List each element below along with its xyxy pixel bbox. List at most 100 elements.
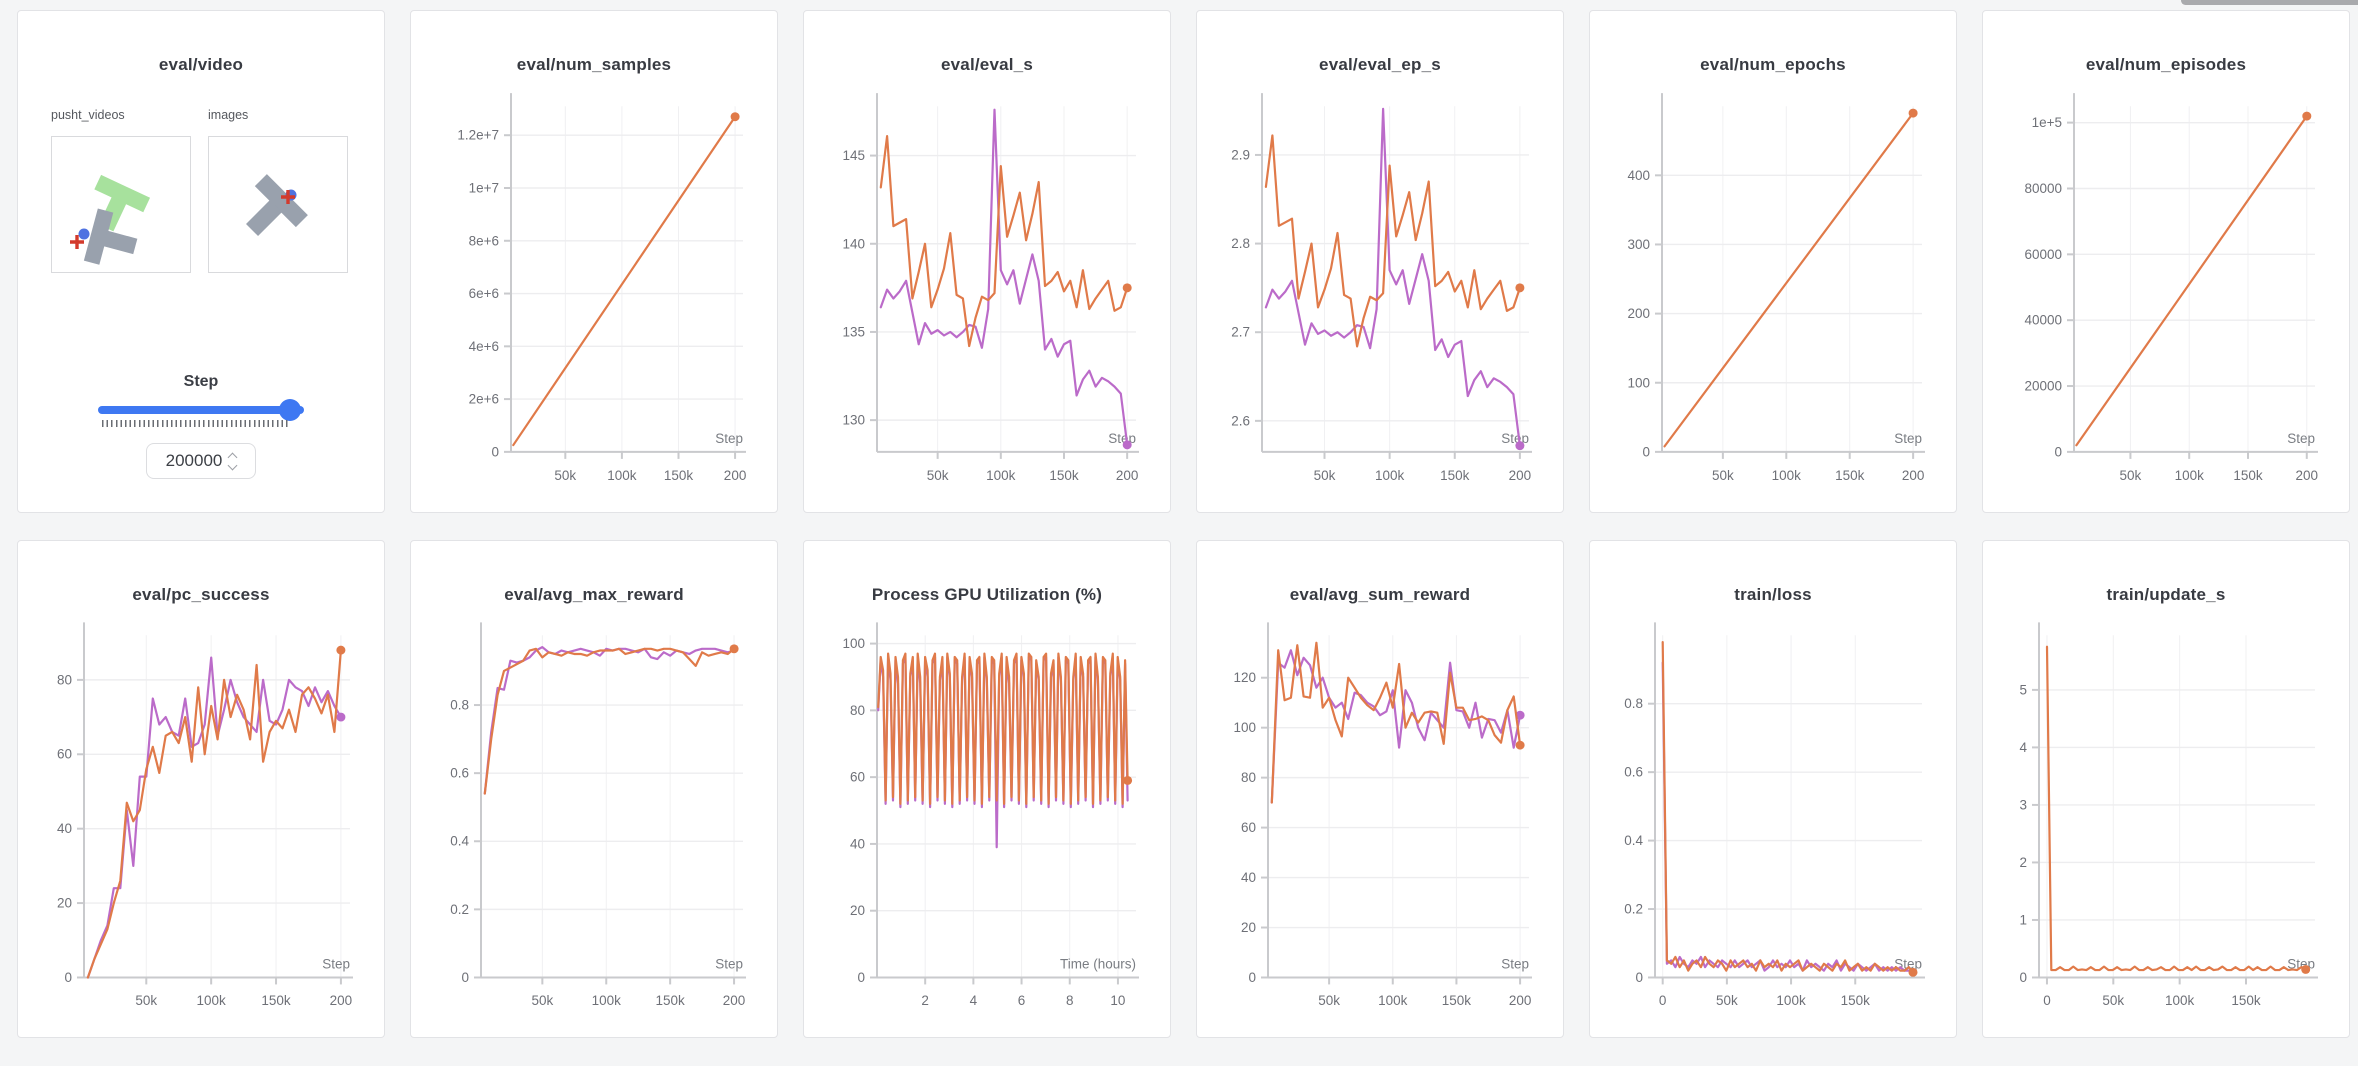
x-tick-label: 200 bbox=[723, 993, 746, 1008]
series-line-orange bbox=[1270, 641, 1522, 804]
x-tick-label: 50k bbox=[1712, 468, 1734, 483]
step-spinner[interactable] bbox=[227, 452, 238, 470]
series-end-dot-orange bbox=[1908, 108, 1918, 118]
y-tick-label: 300 bbox=[1627, 237, 1650, 252]
thumbnail-label-images: images bbox=[208, 108, 249, 122]
y-tick-label: 0 bbox=[2019, 970, 2027, 985]
horizontal-scrollbar-remnant[interactable] bbox=[2181, 0, 2358, 5]
spinner-down-icon[interactable] bbox=[227, 460, 238, 470]
chart-panel-eval-num-episodes[interactable]: 0 20000 40000 60000 80000 1e+5 50k 100k 150k 200 S… bbox=[1982, 10, 2350, 513]
chart-title: eval/eval_s bbox=[940, 55, 1033, 74]
line-chart: 130 135 140 145 50k 100k 150k 200 Step bbox=[842, 93, 1139, 483]
y-tick-label: 80000 bbox=[2024, 181, 2062, 196]
x-tick-label: 50k bbox=[1314, 468, 1336, 483]
x-tick-label: 150k bbox=[1442, 993, 1472, 1008]
panel-grid: eval/video pusht_videos images bbox=[17, 10, 2350, 1038]
chart-title: Process GPU Utilization (%) bbox=[871, 585, 1103, 604]
chart-panel-eval-num-epochs[interactable]: 0 100 200 300 400 50k 100k 150k 200 Step eval/num… bbox=[1589, 10, 1957, 513]
y-tick-label: 0 bbox=[1635, 970, 1643, 985]
series-line-orange bbox=[512, 115, 737, 447]
panel-eval-video[interactable]: eval/video pusht_videos images bbox=[17, 10, 385, 513]
y-tick-label: 80 bbox=[850, 703, 865, 718]
series-line-orange bbox=[1661, 640, 1915, 974]
x-tick-label: 0 bbox=[1659, 993, 1667, 1008]
y-tick-label: 0.4 bbox=[1624, 833, 1643, 848]
y-tick-label: 2 bbox=[2019, 855, 2027, 870]
chart-panel-process-gpu-utilization[interactable]: 0 20 40 60 80 100 2 4 6 8 10 Time (hours) Process G… bbox=[803, 540, 1171, 1038]
step-slider-ruler bbox=[102, 420, 290, 427]
y-tick-label: 0 bbox=[1248, 970, 1256, 985]
x-axis-title: Step bbox=[1501, 957, 1529, 972]
line-chart: 0 100 200 300 400 50k 100k 150k 200 Step bbox=[1627, 93, 1925, 483]
series-end-dot-orange bbox=[730, 112, 740, 122]
x-axis-title: Step bbox=[2287, 431, 2315, 446]
x-tick-label: 200 bbox=[1509, 468, 1532, 483]
step-number-input[interactable]: 200000 bbox=[146, 443, 256, 479]
pusht-block-t-shape bbox=[83, 208, 138, 265]
series-line-orange bbox=[1264, 134, 1521, 348]
y-tick-label: 40 bbox=[850, 836, 865, 851]
chart-panel-eval-eval-ep-s[interactable]: 2.6 2.7 2.8 2.9 50k 100k 150k 200 Step eval/eval… bbox=[1196, 10, 1564, 513]
y-tick-label: 80 bbox=[1241, 770, 1256, 785]
line-chart: 0 2e+6 4e+6 6e+6 8e+6 1e+7 1.2e+7 50k 100k 150k 20… bbox=[457, 93, 746, 483]
x-axis-title: Step bbox=[715, 957, 743, 972]
y-tick-label: 0 bbox=[491, 444, 499, 459]
y-tick-label: 145 bbox=[842, 148, 865, 163]
line-chart: 0 0.2 0.4 0.6 0.8 50k 100k 150k 200 Step bbox=[450, 622, 746, 1008]
y-tick-label: 20000 bbox=[2024, 379, 2062, 394]
series-end-dot-orange bbox=[2302, 111, 2312, 121]
series-end-dot-purple bbox=[1122, 440, 1132, 450]
x-tick-label: 150k bbox=[656, 993, 686, 1008]
x-tick-label: 200 bbox=[1902, 468, 1925, 483]
step-slider-thumb[interactable] bbox=[279, 399, 301, 421]
step-slider-label: Step bbox=[183, 373, 219, 390]
chart-panel-eval-eval-s[interactable]: 130 135 140 145 50k 100k 150k 200 Step eval/eval… bbox=[803, 10, 1171, 513]
chart-panel-eval-avg-max-reward[interactable]: 0 0.2 0.4 0.6 0.8 50k 100k 150k 200 Step eval/avg… bbox=[410, 540, 778, 1038]
video-thumbnail-pusht-videos[interactable] bbox=[51, 136, 191, 273]
series-end-dot-orange bbox=[1515, 740, 1525, 750]
step-slider[interactable] bbox=[98, 406, 304, 414]
series-line-orange bbox=[879, 135, 1129, 348]
chart-title: eval/avg_max_reward bbox=[504, 585, 684, 604]
chart-panel-train-loss[interactable]: 0 0.2 0.4 0.6 0.8 0 50k 100k 150k Step train/loss bbox=[1589, 540, 1957, 1038]
series-line-orange bbox=[86, 649, 342, 979]
chart-title: eval/eval_ep_s bbox=[1319, 55, 1441, 74]
chart-panel-train-update-s[interactable]: 0 1 2 3 4 5 0 50k 100k 150k Step train/update_s bbox=[1982, 540, 2350, 1038]
y-tick-label: 4e+6 bbox=[469, 339, 499, 354]
y-tick-label: 80 bbox=[57, 672, 72, 687]
chart-title: eval/num_samples bbox=[516, 55, 672, 74]
y-tick-label: 0.4 bbox=[450, 834, 469, 849]
thumbnail-label-pusht-videos: pusht_videos bbox=[51, 108, 125, 122]
x-tick-label: 50k bbox=[2120, 468, 2142, 483]
y-tick-label: 135 bbox=[842, 324, 865, 339]
x-tick-label: 200 bbox=[1509, 993, 1532, 1008]
x-tick-label: 50k bbox=[554, 468, 576, 483]
x-tick-label: 100k bbox=[1375, 468, 1404, 483]
y-tick-label: 3 bbox=[2019, 797, 2027, 812]
y-tick-label: 2.9 bbox=[1231, 147, 1250, 162]
x-tick-label: 100k bbox=[1772, 468, 1801, 483]
chart-panel-eval-avg-sum-reward[interactable]: 0 20 40 60 80 100 120 50k 100k 150k 200 Step eval/a… bbox=[1196, 540, 1564, 1038]
x-axis-title: Step bbox=[1108, 431, 1136, 446]
x-tick-label: 150k bbox=[2231, 993, 2261, 1008]
x-tick-label: 0 bbox=[2043, 993, 2051, 1008]
chart-panel-eval-pc-success[interactable]: 0 20 40 60 80 50k 100k 150k 200 Step eval/pc_succ… bbox=[17, 540, 385, 1038]
x-tick-label: 150k bbox=[1841, 993, 1871, 1008]
y-tick-label: 60 bbox=[57, 747, 72, 762]
y-tick-label: 2.6 bbox=[1231, 413, 1250, 428]
chart-panel-eval-num-samples[interactable]: 0 2e+6 4e+6 6e+6 8e+6 1e+7 1.2e+7 50k 100k 150k 20… bbox=[410, 10, 778, 513]
video-thumbnail-images[interactable] bbox=[208, 136, 348, 273]
x-tick-label: 6 bbox=[1018, 993, 1026, 1008]
series-line-purple bbox=[483, 646, 736, 795]
y-tick-label: 120 bbox=[1233, 670, 1256, 685]
y-tick-label: 0.2 bbox=[1624, 902, 1643, 917]
x-axis-title: Step bbox=[715, 431, 743, 446]
x-tick-label: 100k bbox=[607, 468, 636, 483]
pusht-block-t-shape bbox=[246, 174, 308, 236]
pusht-render bbox=[70, 174, 151, 265]
y-tick-label: 40000 bbox=[2024, 313, 2062, 328]
y-tick-label: 140 bbox=[842, 236, 865, 251]
y-tick-label: 2.8 bbox=[1231, 236, 1250, 251]
x-tick-label: 100k bbox=[2165, 993, 2195, 1008]
